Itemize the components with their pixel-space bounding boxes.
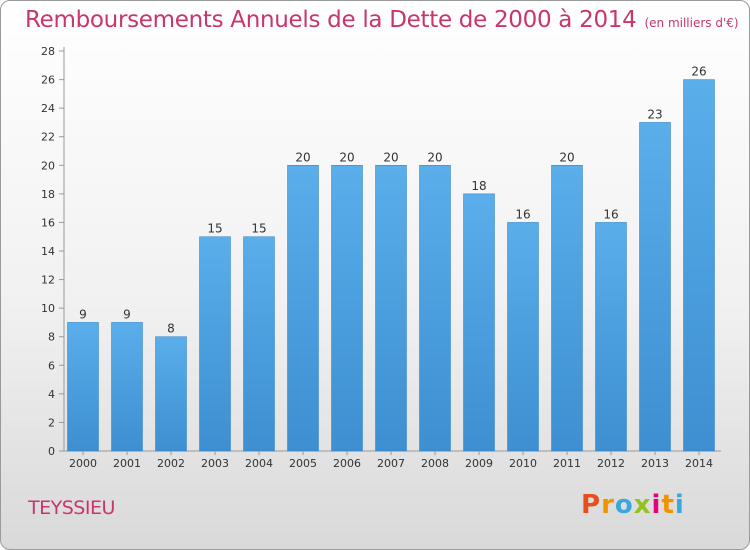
logo-letter: r <box>601 490 615 520</box>
x-tick-label: 2002 <box>157 457 185 470</box>
x-tick-label: 2012 <box>597 457 625 470</box>
x-tick-label: 2005 <box>289 457 317 470</box>
y-tick-label: 0 <box>48 445 55 458</box>
chart-subtitle: (en milliers d'€) <box>644 16 739 30</box>
x-tick-label: 2003 <box>201 457 229 470</box>
x-tick-label: 2009 <box>465 457 493 470</box>
bar-value-label: 23 <box>647 107 662 121</box>
x-tick-label: 2014 <box>685 457 713 470</box>
bar-value-label: 9 <box>123 307 131 321</box>
bar-value-label: 26 <box>691 65 706 79</box>
bar <box>683 79 715 452</box>
y-tick-label: 14 <box>41 245 55 258</box>
bar <box>67 322 99 452</box>
x-tick-label: 2000 <box>69 457 97 470</box>
bar <box>419 165 451 452</box>
x-tick-label: 2010 <box>509 457 537 470</box>
logo-letter: P <box>581 490 602 520</box>
logo-letter: i <box>674 490 685 520</box>
x-tick-label: 2013 <box>641 457 669 470</box>
chart-title: Remboursements Annuels de la Dette de 20… <box>25 7 739 33</box>
y-tick-label: 16 <box>41 216 55 229</box>
bar-value-label: 20 <box>295 150 310 164</box>
proxiti-logo: Proxiti <box>581 490 685 520</box>
bar-value-label: 8 <box>167 322 175 336</box>
bar-value-label: 20 <box>427 150 442 164</box>
y-tick-label: 4 <box>48 388 55 401</box>
logo-letter: t <box>661 490 675 520</box>
bar <box>595 222 627 452</box>
y-tick-label: 28 <box>41 45 55 58</box>
bar-value-label: 20 <box>383 150 398 164</box>
y-tick-label: 24 <box>41 102 55 115</box>
bar <box>551 165 583 452</box>
x-tick-label: 2006 <box>333 457 361 470</box>
y-tick-label: 8 <box>48 331 55 344</box>
bar <box>639 122 671 452</box>
y-tick-label: 2 <box>48 416 55 429</box>
bar-value-label: 15 <box>207 222 222 236</box>
x-tick-label: 2008 <box>421 457 449 470</box>
bar-value-label: 16 <box>515 207 530 221</box>
bar <box>507 222 539 452</box>
bar <box>287 165 319 452</box>
bar <box>375 165 407 452</box>
bar <box>111 322 143 452</box>
bar-value-label: 18 <box>471 179 486 193</box>
bar-value-label: 9 <box>79 307 87 321</box>
bar-value-label: 15 <box>251 222 266 236</box>
chart-title-main: Remboursements Annuels de la Dette de 20… <box>25 7 637 33</box>
bar-value-label: 20 <box>559 150 574 164</box>
x-tick-label: 2011 <box>553 457 581 470</box>
y-tick-label: 26 <box>41 74 55 87</box>
bar <box>199 236 231 452</box>
y-tick-label: 10 <box>41 302 55 315</box>
logo-letter: o <box>614 490 634 520</box>
bar-value-label: 20 <box>339 150 354 164</box>
y-tick-label: 18 <box>41 188 55 201</box>
bar <box>243 236 275 452</box>
y-tick-label: 20 <box>41 159 55 172</box>
bar <box>463 193 495 452</box>
logo-letter: i <box>651 490 662 520</box>
y-tick-label: 6 <box>48 359 55 372</box>
y-tick-label: 22 <box>41 131 55 144</box>
x-tick-label: 2001 <box>113 457 141 470</box>
bar <box>155 336 187 452</box>
bar-value-label: 16 <box>603 207 618 221</box>
bar <box>331 165 363 452</box>
x-tick-label: 2004 <box>245 457 273 470</box>
x-tick-label: 2007 <box>377 457 405 470</box>
logo-letter: x <box>633 490 652 520</box>
y-tick-label: 12 <box>41 274 55 287</box>
commune-name: TEYSSIEU <box>28 497 115 519</box>
